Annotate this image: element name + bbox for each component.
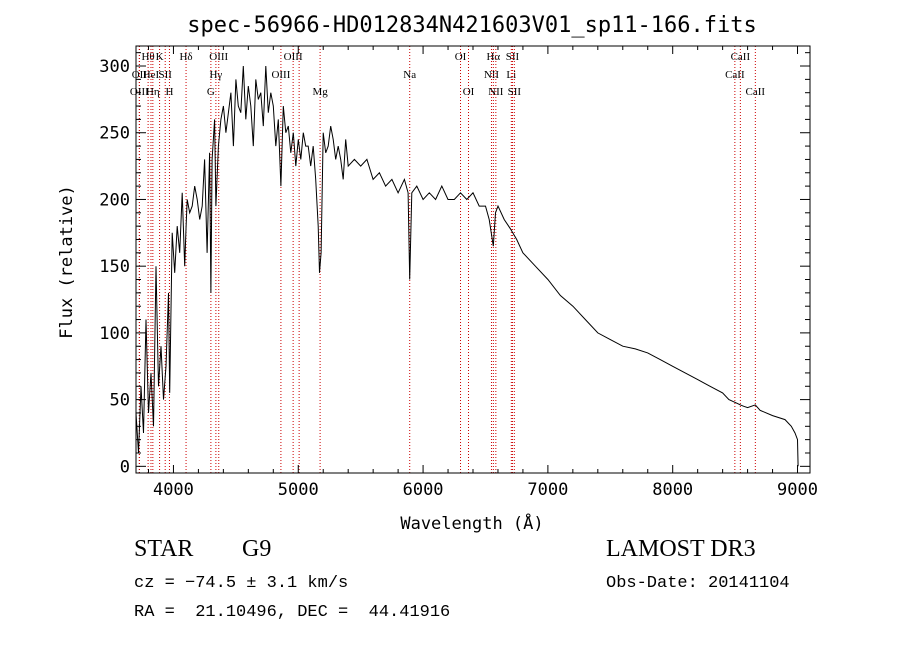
line-marker-label: OIII [209, 51, 228, 63]
line-marker-label: Hη [146, 86, 160, 98]
line-marker-label: K [156, 51, 164, 63]
observation-date: Obs-Date: 20141104 [606, 574, 790, 593]
line-marker-label: CaII [725, 69, 745, 81]
line-marker-label: Hθ [141, 51, 154, 63]
plot-frame [135, 45, 811, 474]
line-marker-label: Hα [486, 51, 500, 63]
y-tick-label: 200 [99, 190, 130, 210]
y-tick-label: 300 [99, 57, 130, 77]
line-marker-label: NII [488, 86, 504, 98]
object-class: STAR [134, 536, 194, 562]
line-marker-label: Hγ [209, 69, 222, 81]
spectrum-series-line [135, 65, 799, 467]
line-marker-label: Na [403, 69, 416, 81]
x-tick-label: 7000 [527, 480, 568, 500]
line-marker-label: SII [158, 69, 172, 81]
x-tick-label: 8000 [652, 480, 693, 500]
y-tick-label: 100 [99, 324, 130, 344]
line-marker-label: OIII [130, 86, 149, 98]
y-axis-label: Flux (relative) [57, 185, 77, 339]
x-axis-label: Wavelength (Å) [400, 512, 543, 534]
object-subclass: G9 [242, 536, 272, 562]
line-marker-label: Hδ [179, 51, 192, 63]
x-tick-label: 4000 [153, 480, 194, 500]
line-marker-label: SII [508, 86, 522, 98]
axis-ticks: 4000 5000 6000 7000 8000 9000 0 50 100 150 200 250 3… [99, 46, 818, 500]
line-marker-label: Mg [312, 86, 328, 98]
line-marker-label: OI [463, 86, 475, 98]
survey-name: LAMOST DR3 [606, 536, 756, 562]
line-marker-label: CaII [746, 86, 766, 98]
spectral-line-markers: HθOIIHeIOIIIHηKSIIHHδGHγOIIIOIIIOIIIMgNa… [130, 46, 766, 473]
line-marker-label: G [207, 86, 215, 98]
line-marker-label: Li [506, 69, 516, 81]
y-tick-label: 250 [99, 124, 130, 144]
x-tick-label: 9000 [777, 480, 818, 500]
x-tick-label: 6000 [403, 480, 444, 500]
line-marker-label: CaII [731, 51, 751, 63]
x-tick-label: 5000 [278, 480, 319, 500]
line-marker-label: H [165, 86, 173, 98]
line-marker-label: SII [506, 51, 520, 63]
line-marker-label: OIII [284, 51, 303, 63]
line-marker-label: OIII [271, 69, 290, 81]
chart-title: spec-56966-HD012834N421603V01_sp11-166.f… [187, 13, 757, 38]
y-tick-label: 0 [120, 457, 130, 477]
redshift-cz: cz = −74.5 ± 3.1 km/s [134, 574, 349, 593]
coordinates: RA = 21.10496, DEC = 44.41916 [134, 603, 451, 622]
line-marker-label: OI [455, 51, 467, 63]
line-marker-label: NII [484, 69, 500, 81]
y-tick-label: 150 [99, 257, 130, 277]
line-marker-label: HeI [143, 69, 160, 81]
y-tick-label: 50 [110, 391, 130, 411]
